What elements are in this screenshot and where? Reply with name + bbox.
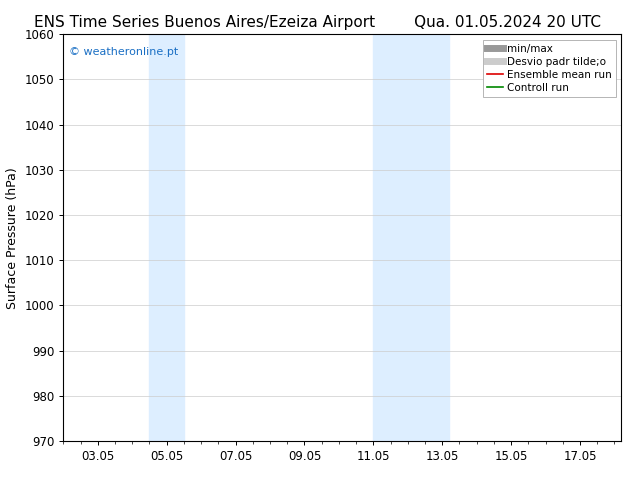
Bar <box>373 34 391 441</box>
Y-axis label: Surface Pressure (hPa): Surface Pressure (hPa) <box>6 167 19 309</box>
Text: ENS Time Series Buenos Aires/Ezeiza Airport        Qua. 01.05.2024 20 UTC: ENS Time Series Buenos Aires/Ezeiza Airp… <box>34 15 600 30</box>
Bar <box>150 34 184 441</box>
Text: © weatheronline.pt: © weatheronline.pt <box>69 47 178 56</box>
Legend: min/max, Desvio padr tilde;o, Ensemble mean run, Controll run: min/max, Desvio padr tilde;o, Ensemble m… <box>483 40 616 97</box>
Bar <box>425 34 449 441</box>
Bar <box>391 34 425 441</box>
